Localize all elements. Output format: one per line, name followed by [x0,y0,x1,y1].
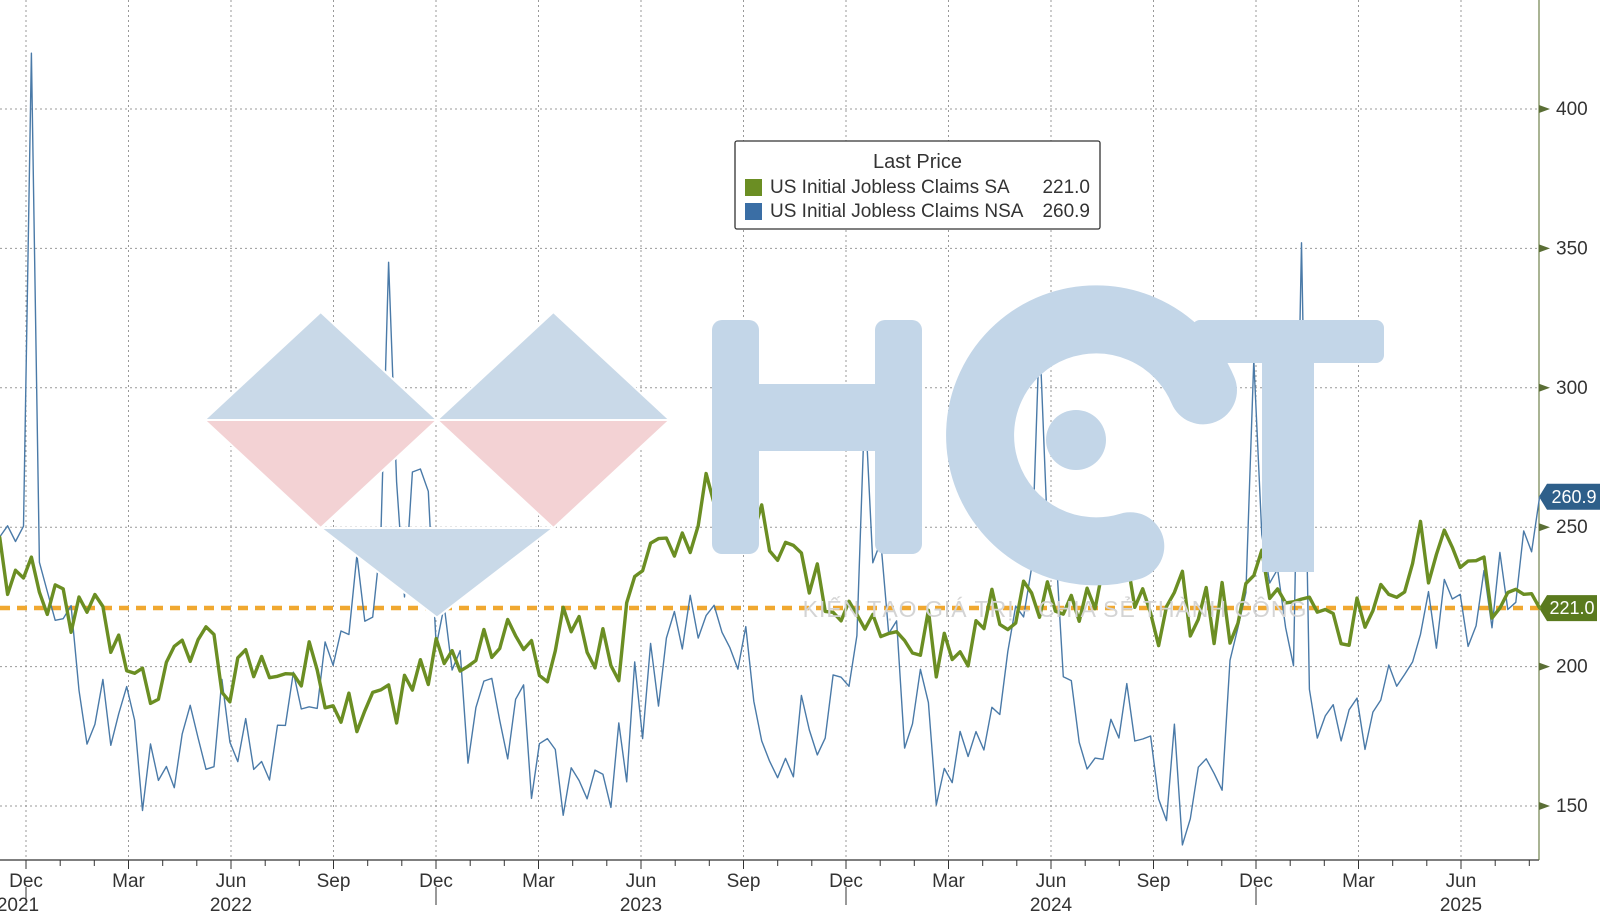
svg-text:Jun: Jun [1036,871,1067,892]
svg-text:2023: 2023 [620,895,662,916]
svg-text:Mar: Mar [1342,871,1375,892]
svg-text:US Initial Jobless Claims SA: US Initial Jobless Claims SA [770,177,1010,198]
svg-text:250: 250 [1556,517,1588,538]
svg-text:260.9: 260.9 [1551,487,1596,507]
svg-text:Jun: Jun [216,871,247,892]
svg-text:400: 400 [1556,99,1588,120]
svg-text:US Initial Jobless Claims NSA: US Initial Jobless Claims NSA [770,201,1024,222]
svg-text:Last Price: Last Price [873,151,962,173]
svg-text:Sep: Sep [317,871,351,892]
svg-text:300: 300 [1556,378,1588,399]
svg-text:Jun: Jun [626,871,657,892]
svg-text:150: 150 [1556,796,1588,817]
svg-text:Sep: Sep [1137,871,1171,892]
svg-text:221.0: 221.0 [1042,177,1090,198]
svg-text:Mar: Mar [522,871,555,892]
svg-text:350: 350 [1556,238,1588,259]
svg-text:260.9: 260.9 [1042,201,1090,222]
svg-text:221.0: 221.0 [1549,598,1594,618]
svg-text:Mar: Mar [932,871,965,892]
svg-text:200: 200 [1556,657,1588,678]
svg-text:KIẾN TẠO GIÁ TRỊ - CHIA SẺ THÀ: KIẾN TẠO GIÁ TRỊ - CHIA SẺ THÀNH CÔNG [803,594,1308,622]
svg-text:Mar: Mar [112,871,145,892]
svg-text:Jun: Jun [1446,871,1477,892]
svg-text:2025: 2025 [1440,895,1482,916]
svg-text:Sep: Sep [727,871,761,892]
svg-text:2022: 2022 [210,895,252,916]
svg-text:2021: 2021 [0,895,39,916]
svg-text:2024: 2024 [1030,895,1073,916]
